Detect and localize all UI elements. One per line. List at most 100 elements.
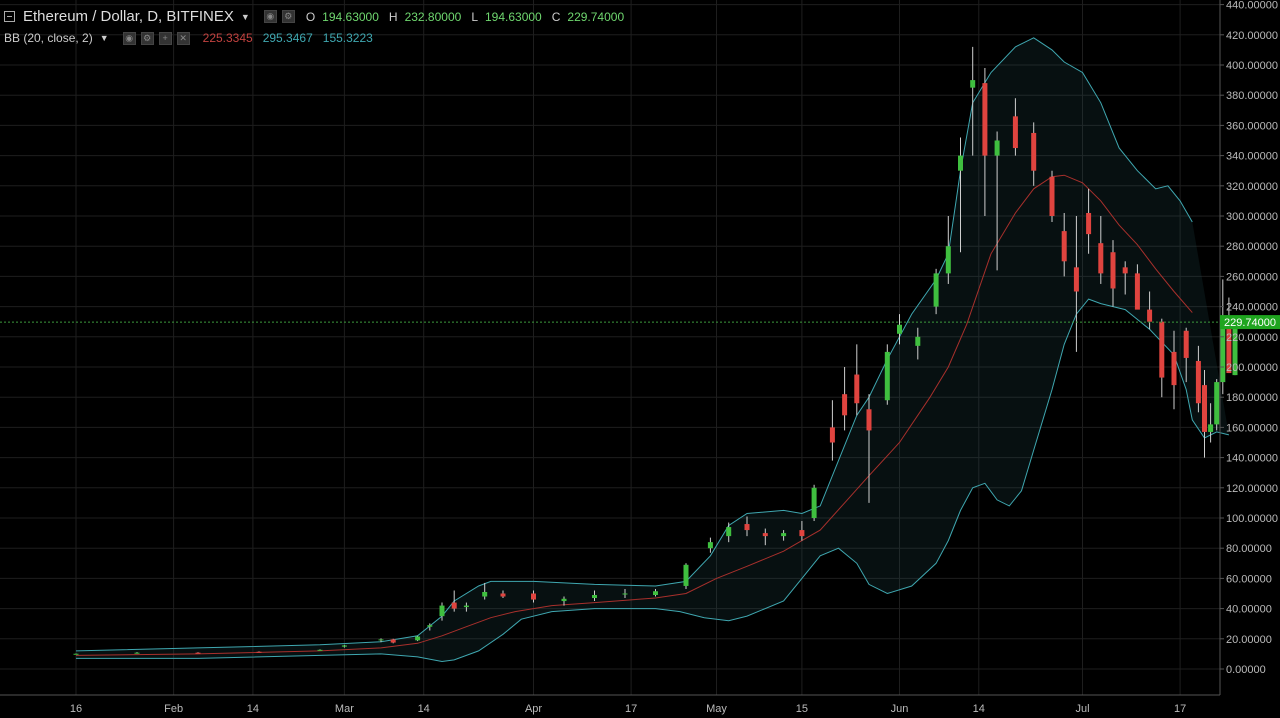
indicator-label[interactable]: BB (20, close, 2) xyxy=(4,31,93,45)
candle-body xyxy=(1110,252,1116,289)
candle-body xyxy=(622,593,628,595)
eye-icon[interactable]: ◉ xyxy=(122,31,136,45)
bb-lower-value: 155.3223 xyxy=(322,31,373,45)
candle-body xyxy=(500,593,506,597)
time-tick-label: Jun xyxy=(891,703,909,715)
candle-body xyxy=(561,598,567,602)
candle xyxy=(1171,330,1177,410)
candle xyxy=(1208,403,1214,443)
candle-body xyxy=(1232,322,1238,376)
candle-body xyxy=(884,351,890,401)
close-icon[interactable]: ✕ xyxy=(176,31,190,45)
candle xyxy=(811,484,817,522)
last-price-badge-box xyxy=(1220,315,1280,330)
candle-body xyxy=(1098,243,1104,274)
candle-body xyxy=(829,427,835,443)
candle-body xyxy=(958,155,963,171)
candle xyxy=(482,582,488,600)
candle xyxy=(1061,212,1067,277)
time-tick-label: 17 xyxy=(625,703,637,715)
low-label: L xyxy=(471,9,478,24)
candle xyxy=(73,653,79,655)
bollinger-basis-line xyxy=(75,174,1193,656)
gear-icon[interactable]: ⚙ xyxy=(140,31,154,45)
candle xyxy=(1183,327,1189,383)
time-tick-label: Jul xyxy=(1075,703,1089,715)
candle xyxy=(1031,122,1037,186)
price-tick-label: 120.00000 xyxy=(1226,483,1278,495)
time-tick-label: 14 xyxy=(247,703,259,715)
candle-body xyxy=(1202,385,1207,432)
price-tick-label: 200.00000 xyxy=(1226,362,1278,374)
candle-body xyxy=(317,649,323,651)
candle xyxy=(933,268,939,315)
candle-body xyxy=(378,639,384,641)
low-value: 194.63000 xyxy=(485,9,542,24)
candle xyxy=(1226,297,1232,374)
eye-icon[interactable]: ◉ xyxy=(263,10,277,23)
candle-body xyxy=(842,394,848,416)
candle xyxy=(378,638,384,643)
candle xyxy=(799,521,805,541)
candle xyxy=(854,344,860,416)
candle xyxy=(1086,188,1092,254)
price-tick-label: 60.00000 xyxy=(1226,573,1272,585)
candle-body xyxy=(866,409,872,431)
close-label: C xyxy=(551,9,561,24)
chevron-down-icon[interactable]: ▼ xyxy=(240,11,250,22)
candle xyxy=(781,530,787,541)
candle-body xyxy=(1159,321,1165,378)
symbol-title[interactable]: Ethereum / Dollar, D, BITFINEX xyxy=(23,8,234,25)
price-tick-label: 240.00000 xyxy=(1226,302,1278,314)
candle xyxy=(1195,345,1201,413)
candle-body xyxy=(195,652,201,654)
candle xyxy=(134,652,140,654)
bollinger-band-fill xyxy=(76,37,1229,662)
price-tick-label: 80.00000 xyxy=(1226,543,1272,555)
candle-body xyxy=(1226,327,1232,374)
candle xyxy=(1202,370,1207,458)
candle xyxy=(390,638,396,644)
time-axis[interactable]: 16 Feb 14 Mar 14 Apr 17 May 15 Jun 14 Jul 17 xyxy=(0,694,1220,715)
candle-body xyxy=(1073,267,1079,292)
symbol-legend: Ethereum / Dollar, D, BITFINEX ▼ ◉ ⚙ O 1… xyxy=(4,8,624,25)
candle xyxy=(1049,170,1055,223)
candle xyxy=(463,602,469,612)
chevron-down-icon[interactable]: ▼ xyxy=(99,33,109,43)
candle-body xyxy=(341,645,347,647)
candle-body xyxy=(1195,360,1201,404)
candle xyxy=(945,216,951,284)
open-label: O xyxy=(305,9,316,24)
candle-body xyxy=(1122,267,1128,274)
candle-body xyxy=(73,653,79,655)
indicator-legend: BB (20, close, 2) ▼ ◉ ⚙ + ✕ 225.3345 295… xyxy=(4,31,373,45)
close-value: 229.74000 xyxy=(567,9,625,24)
candle xyxy=(762,528,768,546)
candle-body xyxy=(256,651,262,653)
candle-body xyxy=(897,324,902,334)
price-tick-label: 360.00000 xyxy=(1226,120,1278,132)
candle-body xyxy=(933,273,939,307)
open-value: 194.63000 xyxy=(322,9,379,24)
candle xyxy=(427,623,433,631)
price-tick-label: 140.00000 xyxy=(1226,453,1278,465)
price-tick-label: 340.00000 xyxy=(1226,151,1278,163)
candle xyxy=(829,400,835,461)
high-label: H xyxy=(388,9,398,24)
candle xyxy=(451,590,457,612)
candle xyxy=(726,522,732,543)
price-tick-label: 0.00000 xyxy=(1226,664,1266,676)
candle xyxy=(897,314,902,345)
candle xyxy=(707,537,713,553)
plus-icon[interactable]: + xyxy=(158,31,172,45)
gear-icon[interactable]: ⚙ xyxy=(281,10,295,23)
bollinger-lower-line xyxy=(76,298,1230,663)
chart-grid xyxy=(0,0,1220,695)
candle-body xyxy=(945,246,951,274)
candle-body xyxy=(427,625,433,627)
collapse-legend-icon[interactable] xyxy=(4,11,15,22)
price-tick-label: 440.00000 xyxy=(1226,0,1278,12)
price-axis[interactable]: 440.00000 420.00000 400.00000 380.00000 360.… xyxy=(1219,0,1278,695)
candle-body xyxy=(762,533,768,537)
